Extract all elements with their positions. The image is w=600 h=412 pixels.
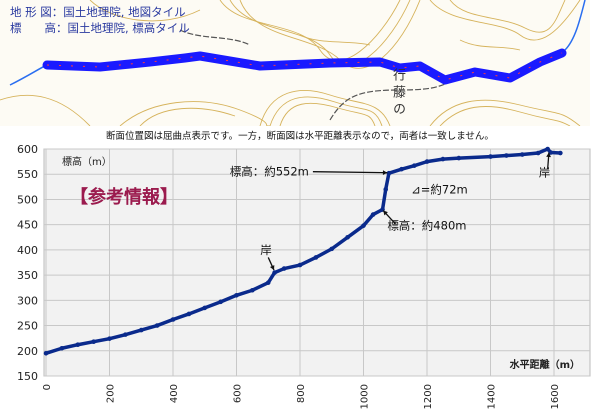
x-tick-label: 600 <box>233 384 244 403</box>
arrow-head <box>269 265 275 271</box>
data-point <box>313 255 319 260</box>
elevation-profile-chart: 150 200 250 300 350 400 450 500 550 600 0 200 400 600… <box>17 143 591 409</box>
data-point <box>186 311 192 317</box>
x-tick-label: 0 <box>42 384 53 390</box>
data-point <box>123 332 128 337</box>
x-tick-label: 1200 <box>423 384 434 409</box>
y-tick-label: 300 <box>17 294 38 307</box>
data-point <box>43 351 49 356</box>
y-tick-label: 550 <box>17 168 38 181</box>
data-point <box>297 262 303 268</box>
place-label: 行 藤 の <box>390 68 405 116</box>
stream-line <box>564 0 586 51</box>
x-tick-label: 400 <box>169 384 180 403</box>
data-point <box>202 305 208 311</box>
data-point <box>558 150 563 156</box>
x-tick-label: 800 <box>296 384 307 403</box>
data-point <box>218 299 223 305</box>
elevation-line <box>45 147 561 355</box>
y-tick-label: 250 <box>17 320 38 333</box>
topographic-map <box>0 0 586 126</box>
annotation-elev-480: 標高：約480m <box>387 219 466 233</box>
data-point <box>370 212 376 217</box>
location-map[interactable]: 地 形 図：国土地理院, 地図タイル 標 高：国土地理院, 標高タイル 行 藤 … <box>0 0 590 126</box>
y-tick-label: 200 <box>17 345 38 358</box>
data-point <box>519 152 525 157</box>
data-point <box>412 163 417 168</box>
y-tick-label: 600 <box>17 143 38 156</box>
x-axis-label: 水平距離（m） <box>509 358 580 371</box>
data-point <box>535 150 541 156</box>
route-line[interactable] <box>42 48 567 85</box>
data-point <box>272 270 277 275</box>
note-text: 断面位置図は屈曲点表示です。一方，断面図は水平距離表示なので，両者は一致しません… <box>106 131 494 142</box>
data-point <box>91 339 96 344</box>
data-point <box>107 336 112 341</box>
data-point <box>488 154 493 159</box>
contour-lines <box>0 0 581 126</box>
data-point <box>281 266 287 271</box>
data-point <box>329 246 335 252</box>
arrow-head <box>383 210 388 216</box>
y-tick-label: 400 <box>17 244 38 257</box>
annotation-arrow <box>312 171 388 174</box>
x-tick-label: 1400 <box>487 384 498 409</box>
data-point <box>250 287 255 293</box>
arrow-head <box>546 152 551 158</box>
x-tick-label: 200 <box>106 384 117 403</box>
annotation-shore-right: 岸 <box>539 166 551 180</box>
data-point <box>440 156 446 162</box>
data-point <box>138 327 144 333</box>
data-point <box>504 153 509 158</box>
y-tick-label: 450 <box>17 219 38 232</box>
annotation-shore-left: 岸 <box>260 243 272 257</box>
data-point <box>59 345 65 351</box>
arrow-head <box>382 170 388 176</box>
reference-watermark: 【参考情報】 <box>70 187 178 208</box>
data-point <box>424 159 430 164</box>
annotation-delta: ⊿=約72m <box>411 182 468 196</box>
data-point <box>75 342 81 348</box>
data-point <box>154 323 160 328</box>
data-point <box>234 292 239 298</box>
data-point <box>170 317 176 322</box>
y-axis-label: 標高（m） <box>62 155 112 168</box>
data-point <box>345 234 350 240</box>
road-line <box>329 77 461 121</box>
data-point <box>545 146 550 152</box>
data-point <box>456 155 462 161</box>
data-point <box>265 280 271 285</box>
y-tick-label: 150 <box>17 370 38 383</box>
data-point <box>548 150 554 155</box>
annotation-elev-552: 標高：約552m <box>230 165 309 179</box>
x-tick-label: 1000 <box>360 384 371 409</box>
data-point <box>383 187 389 192</box>
x-tick-label: 1600 <box>550 384 561 409</box>
data-point <box>399 166 404 172</box>
y-tick-label: 500 <box>17 193 38 206</box>
stream-line <box>9 64 48 86</box>
legend-terrain: 地 形 図：国土地理院, 地図タイル <box>10 5 186 19</box>
data-point <box>361 223 366 228</box>
legend-elevation: 標 高：国土地理院, 標高タイル <box>10 21 190 35</box>
data-point <box>386 170 392 176</box>
road-line <box>179 29 251 46</box>
y-tick-label: 350 <box>17 269 38 282</box>
